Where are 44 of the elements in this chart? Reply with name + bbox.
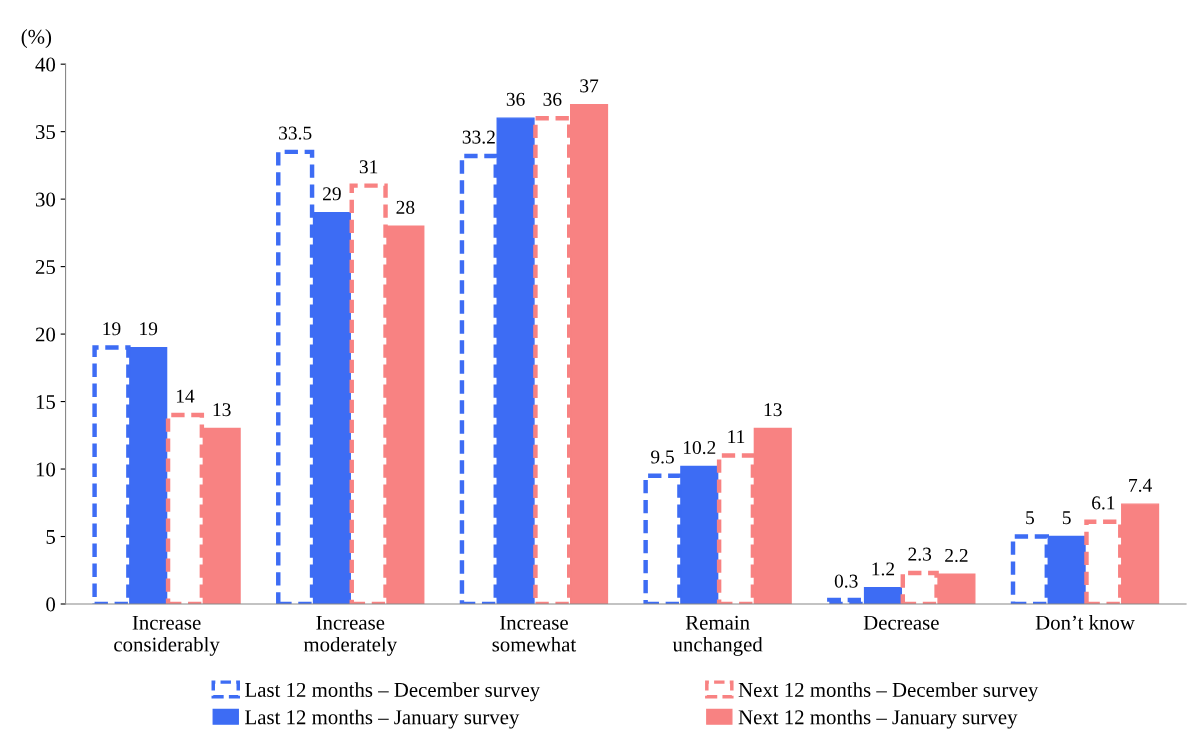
y-tick-label: 25 [35,260,56,275]
x-tick-label: Remain unchanged [672,615,763,656]
data-label: 36 [543,92,562,106]
data-label: 2.3 [908,547,932,561]
legend-label: Next 12 months – January survey [738,709,1018,729]
y-tick-label: 30 [36,192,56,207]
data-label: 6.1 [1092,496,1115,510]
x-tick-label: Increase considerably [114,615,220,656]
data-label: 29 [323,187,341,201]
data-label: 28 [396,200,415,214]
x-tick-label: Increase somewhat [492,615,577,652]
data-label: 5 [1062,511,1071,525]
data-label: 10.2 [683,440,716,455]
data-label: 13 [213,403,231,417]
x-tick-label: Don’t know [1035,615,1135,630]
data-label: 1.2 [872,562,895,576]
data-label: 33.5 [279,126,312,140]
data-label: 7.4 [1129,478,1152,492]
y-tick-label: 10 [36,462,56,477]
legend-label: Last 12 months – January survey [245,709,520,729]
y-axis-title: (%) [21,29,52,48]
data-label: 9.5 [651,450,674,464]
y-tick-label: 40 [35,57,56,72]
data-label: 2.2 [945,548,968,563]
data-label: 33.2 [462,130,495,144]
y-tick-label: 15 [36,395,56,409]
data-label: 11 [728,430,745,444]
y-tick-label: 5 [46,530,56,544]
y-tick-label: 0 [46,597,56,612]
data-label: 31 [359,160,378,174]
data-label: 36 [506,92,525,106]
y-tick-label: 35 [36,125,56,140]
x-tick-label: Decrease [863,615,939,630]
legend-label: Last 12 months – December survey [245,682,541,702]
data-label: 0.3 [834,574,858,588]
data-label: 19 [103,322,121,336]
data-label: 14 [176,389,195,403]
x-tick-label: Increase moderately [303,615,398,656]
data-label: 19 [140,322,158,336]
legend-label: Next 12 months – December survey [738,682,1039,702]
data-label: 5 [1026,511,1035,525]
y-tick-label: 20 [35,327,56,342]
data-label: 37 [580,79,599,93]
data-label: 13 [764,403,782,417]
